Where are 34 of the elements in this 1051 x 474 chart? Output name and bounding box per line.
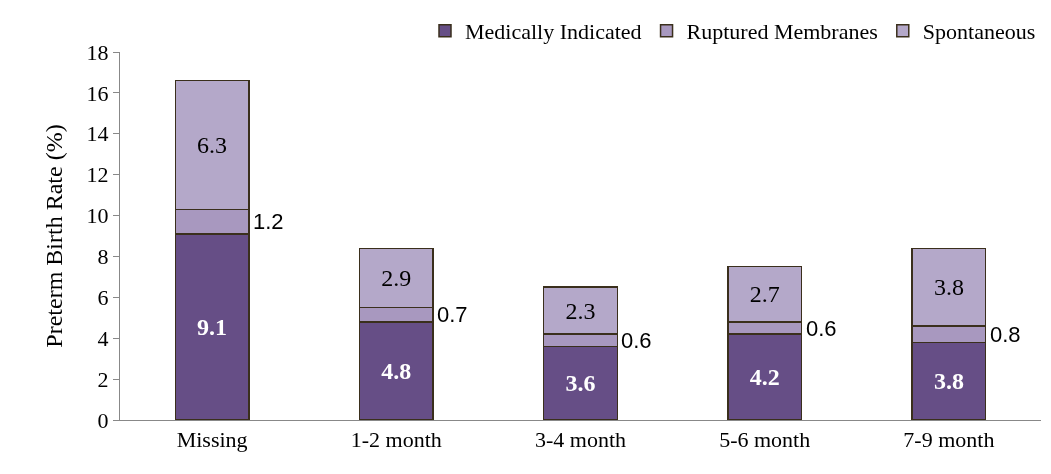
y-tick-label: 6 [97, 285, 109, 311]
x-tick-label: 5-6 month [719, 427, 811, 453]
legend-label: Ruptured Membranes [686, 19, 878, 45]
data-label: 3.8 [933, 274, 964, 301]
y-tick-label: 18 [86, 39, 109, 65]
data-label: 1.2 [253, 209, 284, 234]
legend-label: Spontaneous [922, 19, 1036, 45]
y-tick-label: 14 [86, 121, 109, 147]
x-tick-label: 1-2 month [350, 427, 442, 453]
data-label: 9.1 [197, 313, 228, 340]
y-tick-label: 4 [97, 325, 109, 351]
y-tick-label: 8 [97, 244, 109, 270]
data-label: 0.8 [990, 322, 1021, 347]
data-label: 2.7 [749, 281, 780, 308]
data-label: 0.6 [806, 316, 837, 341]
x-tick-label: Missing [176, 427, 248, 453]
y-tick-label: 0 [97, 407, 109, 433]
data-label: 4.8 [381, 357, 412, 384]
data-label: 2.9 [381, 264, 412, 291]
y-tick-label: 10 [86, 203, 109, 229]
data-label: 2.3 [565, 297, 596, 324]
y-tick-label: 2 [97, 366, 109, 392]
y-tick-label: 12 [86, 162, 109, 188]
x-tick-label: 3-4 month [534, 427, 627, 453]
legend-label: Medically Indicated [465, 19, 642, 45]
x-tick-label: 7-9 month [903, 427, 995, 453]
data-label: 0.6 [621, 328, 652, 353]
y-tick-label: 16 [86, 80, 109, 106]
data-label: 4.2 [749, 364, 780, 391]
y-axis-title: Preterm Birth Rate (%) [41, 124, 67, 348]
data-label: 3.8 [933, 368, 964, 395]
data-label: 6.3 [197, 132, 228, 159]
data-label: 0.7 [437, 302, 468, 327]
data-label: 3.6 [565, 370, 596, 397]
